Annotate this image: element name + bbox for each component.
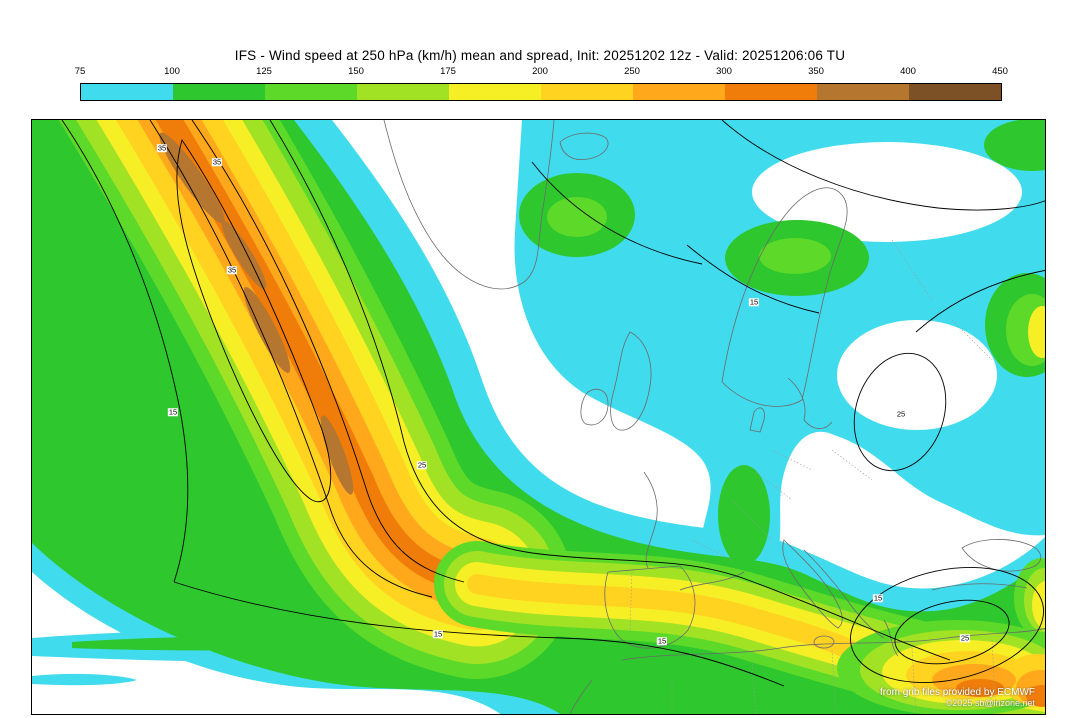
colorbar-tick-label: 125: [256, 66, 272, 77]
coast-iceland: [559, 132, 609, 161]
weather-map: 35 35 35 15 25 15 15 15 25 15 25 from grib files p…: [31, 119, 1046, 715]
colorbar-segment: [81, 84, 173, 100]
colorbar-tick-label: 75: [74, 66, 86, 77]
coast-france-med: [679, 571, 745, 591]
colorbar-segment: [817, 84, 909, 100]
colorbar-segment: [173, 84, 265, 100]
colorbar-tick-label: 400: [900, 66, 916, 77]
coast-turkey: [931, 583, 1028, 591]
colorbar-tick-label: 450: [992, 66, 1008, 77]
east-white-pocket: [837, 320, 997, 430]
page-title: IFS - Wind speed at 250 hPa (km/h) mean …: [234, 48, 846, 63]
colorbar-segment: [541, 84, 633, 100]
coast-sicily: [813, 635, 835, 649]
arctic-white-pocket: [752, 142, 1022, 242]
coast-ireland: [580, 388, 609, 426]
colorbar-segment: [725, 84, 817, 100]
colorbar-segments: [80, 83, 1002, 101]
coast-baltic: [787, 377, 833, 429]
colorbar-segment: [265, 84, 357, 100]
iceland-lightgreen-core: [547, 197, 607, 237]
coast-uk: [610, 331, 652, 431]
coast-scandinavia: [721, 187, 848, 407]
subtropical-jet-layer: [837, 294, 1045, 714]
balkan-branch-green-core: [718, 465, 770, 565]
streak2-fill-75: [32, 673, 137, 686]
colorbar-tick-label: 350: [808, 66, 824, 77]
colorbar-segment: [909, 84, 1001, 100]
corner-green-core: [984, 120, 1045, 171]
streak-green-line: [72, 635, 432, 651]
colorbar-tick-label: 175: [440, 66, 456, 77]
colorbar-tick-label: 200: [532, 66, 548, 77]
colorbar-tick-label: 250: [624, 66, 640, 77]
wind-speed-fill-layer: [32, 120, 1045, 714]
coast-france-atlantic: [643, 471, 658, 569]
spread-contour-layer: [61, 120, 1045, 687]
coast-black-sea: [961, 539, 1042, 572]
colorbar-tick-label: 150: [348, 66, 364, 77]
colorbar-segment: [357, 84, 449, 100]
colorbar: 75 100 125 150 175 200 250 300 350 400 450: [75, 66, 1008, 102]
colorbar-tick-label: 100: [164, 66, 180, 77]
norway-lightgreen-core: [759, 238, 831, 274]
colorbar-segment: [449, 84, 541, 100]
wind-speed-map-canvas: [32, 120, 1045, 714]
coast-morocco: [569, 679, 593, 714]
colorbar-segment: [633, 84, 725, 100]
colorbar-tick-label: 300: [716, 66, 732, 77]
coast-greece: [883, 619, 899, 657]
coast-denmark: [749, 407, 765, 433]
colorbar-ticks: 75 100 125 150 175 200 250 300 350 400 450: [75, 66, 1008, 78]
coast-italy: [782, 539, 843, 629]
coast-north-africa: [621, 628, 1045, 661]
coast-greenland: [383, 120, 555, 290]
border-layer: [629, 239, 997, 714]
